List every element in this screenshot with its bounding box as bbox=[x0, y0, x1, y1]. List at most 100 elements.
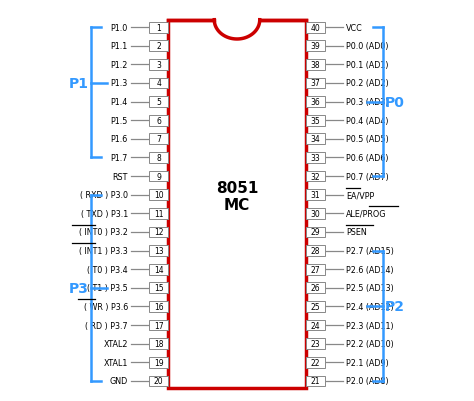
Text: 33: 33 bbox=[310, 154, 320, 162]
Bar bbox=[149, 301, 168, 312]
Text: ( INT0 ) P3.2: ( INT0 ) P3.2 bbox=[79, 228, 128, 237]
Text: P3: P3 bbox=[69, 281, 89, 295]
Text: 18: 18 bbox=[154, 339, 164, 348]
Bar bbox=[149, 283, 168, 294]
Text: 3: 3 bbox=[156, 61, 161, 70]
Text: 7: 7 bbox=[156, 135, 161, 144]
Text: 4: 4 bbox=[156, 79, 161, 88]
Bar bbox=[306, 301, 325, 312]
Text: GND: GND bbox=[109, 377, 128, 385]
Bar bbox=[149, 209, 168, 219]
Bar bbox=[149, 171, 168, 182]
Text: ( RXD ) P3.0: ( RXD ) P3.0 bbox=[80, 191, 128, 200]
Bar bbox=[306, 209, 325, 219]
Text: 31: 31 bbox=[310, 191, 320, 200]
Text: P1.3: P1.3 bbox=[111, 79, 128, 88]
Bar bbox=[168, 20, 306, 389]
Bar bbox=[149, 97, 168, 108]
Bar bbox=[149, 338, 168, 349]
Text: P0.2 (AD2): P0.2 (AD2) bbox=[346, 79, 389, 88]
Text: 34: 34 bbox=[310, 135, 320, 144]
Text: 19: 19 bbox=[154, 358, 164, 367]
Bar bbox=[149, 264, 168, 275]
Text: P0.3 (AD3): P0.3 (AD3) bbox=[346, 98, 389, 107]
Text: 10: 10 bbox=[154, 191, 164, 200]
Text: P2.5 (AD13): P2.5 (AD13) bbox=[346, 284, 394, 293]
Text: P1.6: P1.6 bbox=[111, 135, 128, 144]
Text: PSEN: PSEN bbox=[346, 228, 367, 237]
Text: P0.7 (AD7): P0.7 (AD7) bbox=[346, 172, 389, 181]
Text: 9: 9 bbox=[156, 172, 161, 181]
Bar bbox=[306, 227, 325, 238]
Bar bbox=[306, 171, 325, 182]
Text: P1.4: P1.4 bbox=[111, 98, 128, 107]
Bar bbox=[306, 283, 325, 294]
Text: 25: 25 bbox=[310, 302, 320, 311]
Text: P1.5: P1.5 bbox=[110, 116, 128, 126]
Text: 17: 17 bbox=[154, 321, 164, 330]
Bar bbox=[306, 245, 325, 256]
Bar bbox=[149, 79, 168, 89]
Text: 40: 40 bbox=[310, 24, 320, 32]
Text: 6: 6 bbox=[156, 116, 161, 126]
Bar bbox=[149, 60, 168, 71]
Text: P2.2 (AD10): P2.2 (AD10) bbox=[346, 339, 394, 348]
Text: 20: 20 bbox=[154, 377, 164, 385]
Text: P0.0 (AD0): P0.0 (AD0) bbox=[346, 42, 389, 51]
Text: P1.0: P1.0 bbox=[111, 24, 128, 32]
Text: 30: 30 bbox=[310, 209, 320, 218]
Bar bbox=[306, 357, 325, 368]
Bar bbox=[306, 264, 325, 275]
Bar bbox=[149, 115, 168, 126]
Text: 8: 8 bbox=[156, 154, 161, 162]
Text: P1.2: P1.2 bbox=[110, 61, 128, 70]
Bar bbox=[306, 134, 325, 145]
Bar bbox=[306, 376, 325, 386]
Text: ( T1 ) P3.5: ( T1 ) P3.5 bbox=[87, 284, 128, 293]
Text: P2.3 (AD11): P2.3 (AD11) bbox=[346, 321, 393, 330]
Text: ( TXD ) P3.1: ( TXD ) P3.1 bbox=[81, 209, 128, 218]
Text: 21: 21 bbox=[310, 377, 320, 385]
Text: 12: 12 bbox=[154, 228, 164, 237]
Bar bbox=[306, 115, 325, 126]
Text: P1: P1 bbox=[69, 77, 89, 91]
Bar bbox=[306, 79, 325, 89]
Text: P2.4 (AD12): P2.4 (AD12) bbox=[346, 302, 394, 311]
Text: XTAL1: XTAL1 bbox=[104, 358, 128, 367]
Bar bbox=[149, 320, 168, 330]
Text: ( T0 ) P3.4: ( T0 ) P3.4 bbox=[87, 265, 128, 274]
Text: 1: 1 bbox=[156, 24, 161, 32]
Text: 22: 22 bbox=[310, 358, 320, 367]
Bar bbox=[306, 97, 325, 108]
Text: P0.1 (AD1): P0.1 (AD1) bbox=[346, 61, 389, 70]
Text: VCC: VCC bbox=[346, 24, 363, 32]
Text: 5: 5 bbox=[156, 98, 161, 107]
Text: 28: 28 bbox=[310, 247, 320, 255]
Text: ( WR ) P3.6: ( WR ) P3.6 bbox=[84, 302, 128, 311]
Bar bbox=[149, 134, 168, 145]
Text: P0.4 (AD4): P0.4 (AD4) bbox=[346, 116, 389, 126]
Text: 11: 11 bbox=[154, 209, 164, 218]
Bar bbox=[149, 357, 168, 368]
Text: ( RD ) P3.7: ( RD ) P3.7 bbox=[85, 321, 128, 330]
Text: 27: 27 bbox=[310, 265, 320, 274]
Bar bbox=[149, 41, 168, 52]
Text: XTAL2: XTAL2 bbox=[103, 339, 128, 348]
Bar bbox=[149, 227, 168, 238]
Text: P0: P0 bbox=[385, 95, 405, 109]
Text: P0.6 (AD6): P0.6 (AD6) bbox=[346, 154, 389, 162]
Text: ( INT1 ) P3.3: ( INT1 ) P3.3 bbox=[79, 247, 128, 255]
Bar bbox=[149, 153, 168, 164]
Bar bbox=[306, 41, 325, 52]
Text: 8051
MC: 8051 MC bbox=[216, 180, 258, 213]
Bar bbox=[149, 245, 168, 256]
Bar bbox=[306, 23, 325, 33]
Text: 24: 24 bbox=[310, 321, 320, 330]
Text: P2.1 (AD9): P2.1 (AD9) bbox=[346, 358, 389, 367]
Text: 36: 36 bbox=[310, 98, 320, 107]
Bar bbox=[149, 190, 168, 200]
Bar bbox=[149, 23, 168, 33]
Text: 23: 23 bbox=[310, 339, 320, 348]
Text: 13: 13 bbox=[154, 247, 164, 255]
Text: RST: RST bbox=[113, 172, 128, 181]
